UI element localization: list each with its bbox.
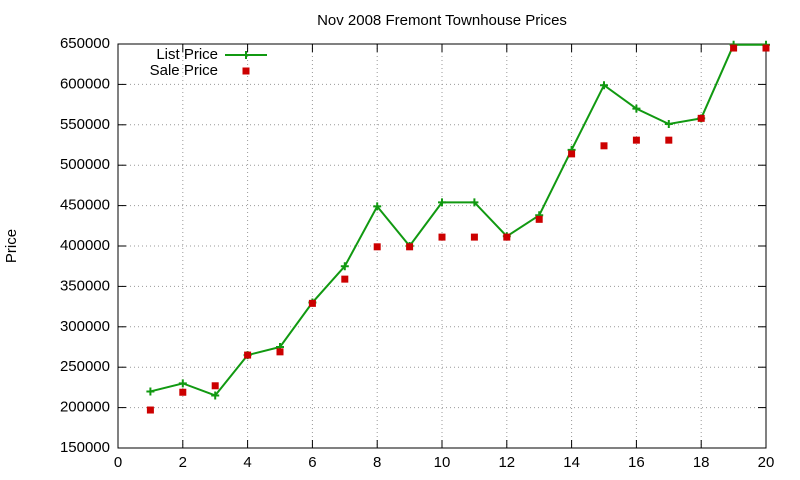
x-tick-label: 20 [758,454,775,471]
point-marker [438,233,446,241]
x-tick-label: 12 [498,454,515,471]
point-marker [179,388,187,396]
y-tick-label: 650000 [60,35,110,52]
point-marker [211,391,220,400]
x-tick-label: 18 [693,454,710,471]
plot-frame [117,43,767,449]
point-marker [632,104,641,113]
point-marker [340,262,349,271]
point-marker [406,243,414,251]
point-marker [665,136,673,144]
y-tick-label: 250000 [60,358,110,375]
point-marker [600,81,608,90]
x-tick-label: 2 [179,454,187,471]
point-marker [697,114,705,122]
point-marker [470,233,478,241]
point-marker [146,387,155,396]
point-marker [211,382,219,390]
y-axis-label: Price [3,229,20,263]
legend-swatch [242,67,250,75]
point-marker [568,150,576,158]
x-tick-label: 0 [114,454,122,471]
point-marker [730,44,738,52]
point-marker [146,406,154,414]
point-marker [373,243,381,251]
point-marker [664,119,673,128]
x-tick-label: 6 [308,454,316,471]
y-tick-label: 400000 [60,237,110,254]
point-marker [470,198,479,207]
point-marker [438,198,446,207]
y-tick-label: 150000 [60,439,110,456]
chart-title: Nov 2008 Fremont Townhouse Prices [317,12,567,29]
point-marker [341,275,349,283]
x-tick-label: 8 [373,454,381,471]
y-tick-label: 350000 [60,277,110,294]
y-tick-label: 200000 [60,399,110,416]
point-marker [244,351,252,359]
y-tick-label: 450000 [60,197,110,214]
legend-label: Sale Price [150,62,218,79]
point-marker [276,348,284,356]
x-tick-label: 16 [628,454,645,471]
list-line [150,43,766,397]
point-marker [178,379,187,388]
legend-label: List Price [156,46,218,63]
point-marker [373,202,382,211]
y-tick-label: 550000 [60,116,110,133]
x-tick-label: 14 [563,454,580,471]
y-tick-label: 300000 [60,318,110,335]
y-tick-label: 600000 [60,75,110,92]
point-marker [308,299,316,307]
point-marker [535,215,543,223]
point-marker [600,142,608,150]
point-marker [632,136,640,144]
y-tick-label: 500000 [60,156,110,173]
point-marker [503,233,511,241]
x-tick-label: 4 [243,454,251,471]
x-tick-label: 10 [434,454,451,471]
point-marker [762,44,770,52]
legend-swatch [242,51,250,59]
